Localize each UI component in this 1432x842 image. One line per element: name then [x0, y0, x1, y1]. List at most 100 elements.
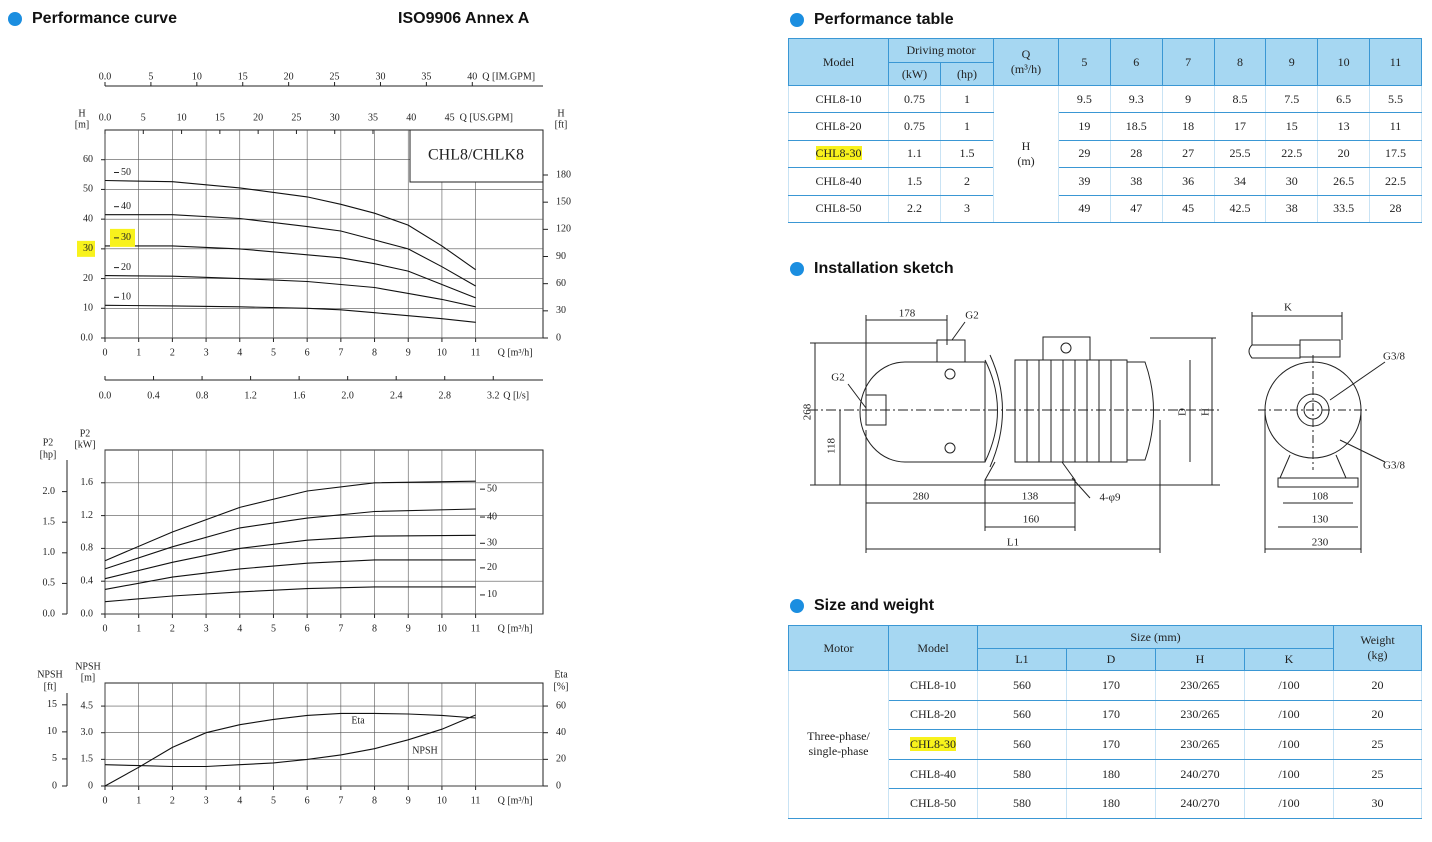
axis-tick-label: 30 — [556, 305, 566, 316]
axis-tick-label: 15 — [238, 71, 248, 82]
axis-tick-label: 0.0 — [99, 390, 112, 401]
x-tick-label: 5 — [271, 795, 276, 806]
installation-sketch: 178 G2 G2 268 118 280 138 160 4-φ9 L1 D … — [802, 302, 1406, 553]
header-cell: Weight (kg) — [1333, 625, 1423, 671]
axis-tick-label: 60 — [556, 700, 566, 711]
header-cell: Model — [788, 38, 889, 86]
size-cell: 560 — [977, 670, 1067, 701]
head-cell: 17.5 — [1369, 139, 1422, 169]
hp-cell: 2 — [940, 167, 994, 196]
series-label: 30 — [487, 538, 497, 549]
size-cell: 30 — [1333, 788, 1423, 819]
dimension-label: G2 — [831, 372, 844, 384]
axis-tick-label: 60 — [556, 278, 566, 289]
y-tick-label: 0.0 — [81, 608, 94, 619]
curve — [104, 275, 476, 308]
x-tick-label: 0 — [103, 623, 108, 634]
axis-tick-label: 0.4 — [147, 390, 160, 401]
header-cell: H — [1155, 648, 1245, 671]
plot-frame — [104, 682, 544, 787]
axis-tick-label: 10 — [192, 71, 202, 82]
table-row: Three-phase/single-phase CHL8-10 560 170 230… — [788, 670, 1423, 819]
dimension-label: 130 — [1312, 514, 1329, 526]
head-cell: 22.5 — [1265, 139, 1319, 169]
curve — [104, 712, 476, 787]
model-cell: CHL8-40 — [788, 167, 889, 196]
y-axis-unit: [m] — [75, 119, 89, 130]
leader — [951, 321, 966, 341]
size-cell: 180 — [1066, 758, 1156, 790]
x-tick-label: 11 — [471, 347, 481, 358]
motor — [1014, 359, 1128, 463]
x-tick-label: 1 — [136, 795, 141, 806]
model-name: CHL8-40 — [910, 766, 956, 781]
y-tick-label: 4.5 — [81, 700, 94, 711]
table-row: CHL8-30 560 170 230/265/100 25 — [789, 729, 1423, 760]
y-axis-unit: [ft] — [44, 681, 57, 692]
x-tick-label: 9 — [406, 623, 411, 634]
size-cell: 20 — [1333, 670, 1423, 701]
head-cell: 29 — [1058, 139, 1111, 169]
y-axis-label: P2 — [80, 428, 91, 439]
header-row: L1 D H K — [789, 648, 1422, 671]
model-name: CHL8-20 — [815, 119, 862, 134]
axis-tick-label: 1.0 — [43, 547, 56, 558]
base — [984, 461, 1076, 481]
dimension-label: 268 — [802, 403, 814, 420]
y-axis-unit: [kW] — [74, 439, 95, 450]
axis-tick-label: 2.0 — [341, 390, 354, 401]
motor-cap — [1127, 361, 1154, 461]
hp-cell: 1.5 — [940, 139, 994, 169]
axis-label: Q [US.GPM] — [460, 112, 513, 123]
head-cell: 7.5 — [1265, 84, 1319, 114]
size-cell: 240/270 — [1155, 788, 1245, 819]
performance-table: Model Driving motor Q (m³/h) 5 6 7 8 9 10 11 (kW) (h… — [788, 38, 1422, 223]
table-row: CHL8-50 2.2 3 49 47 45 42.5 38 33.5 28 — [788, 194, 1422, 223]
model-cell: CHL8-50 — [888, 788, 978, 819]
x-tick-label: 2 — [170, 795, 175, 806]
size-cell: 25 — [1333, 729, 1423, 760]
x-tick-label: 7 — [338, 795, 343, 806]
y-tick-label: 10 — [83, 303, 93, 314]
head-cell: 18 — [1161, 112, 1215, 141]
axis-tick-label: 0.0 — [43, 608, 56, 619]
kw-cell: 2.2 — [888, 194, 941, 223]
bullet — [790, 262, 804, 276]
head-cell: 47 — [1109, 194, 1163, 223]
y-tick-label: 0.4 — [81, 575, 94, 586]
curve — [104, 586, 476, 603]
y2-axis-label: Eta — [554, 669, 568, 680]
outlet-flange — [936, 339, 966, 363]
leader — [1071, 477, 1091, 499]
x-tick-label: 6 — [305, 795, 310, 806]
hp-cell: 1 — [940, 84, 994, 114]
head-cell: 11 — [1369, 112, 1422, 141]
curve — [105, 245, 476, 299]
table-row: CHL8-10 0.75 1 H (m) 9.5 9.3 9 8.5 7.5 6.5 5.5 — [788, 84, 1422, 223]
model-cell: CHL8-10 — [788, 84, 889, 114]
x-axis-label: Q [m³/h] — [498, 795, 533, 806]
axis-tick-label: 30 — [375, 71, 385, 82]
dimension-label: H — [1200, 408, 1212, 416]
head-cell: 39 — [1058, 167, 1111, 196]
x-tick-label: 3 — [204, 795, 209, 806]
table-body: Three-phase/single-phase CHL8-10 560 170 230… — [788, 670, 1423, 819]
plot-frame — [104, 449, 544, 615]
standard-label: ISO9906 Annex A — [398, 10, 530, 27]
table-head: Model Driving motor Q (m³/h) 5 6 7 8 9 10 11 (kW) (h… — [788, 38, 1422, 86]
head-cell: 36 — [1161, 167, 1215, 196]
x-tick-label: 3 — [204, 623, 209, 634]
y-axis-unit: [hp] — [40, 449, 57, 460]
x-tick-label: 2 — [170, 623, 175, 634]
x-tick-label: 6 — [305, 347, 310, 358]
header-cell: Model — [888, 625, 978, 671]
dimension-label: 108 — [1312, 491, 1329, 503]
section-title: Performance curve — [32, 10, 177, 27]
size-cell: /100 — [1243, 729, 1335, 760]
model-name: CHL8-40 — [815, 173, 862, 188]
axis-tick-label: 0.0 — [99, 112, 112, 123]
axis-tick-label: 0 — [52, 780, 57, 791]
header-cell: 6 — [1109, 38, 1163, 86]
model-cell: CHL8-40 — [888, 758, 978, 790]
size-cell: /100 — [1243, 788, 1335, 819]
